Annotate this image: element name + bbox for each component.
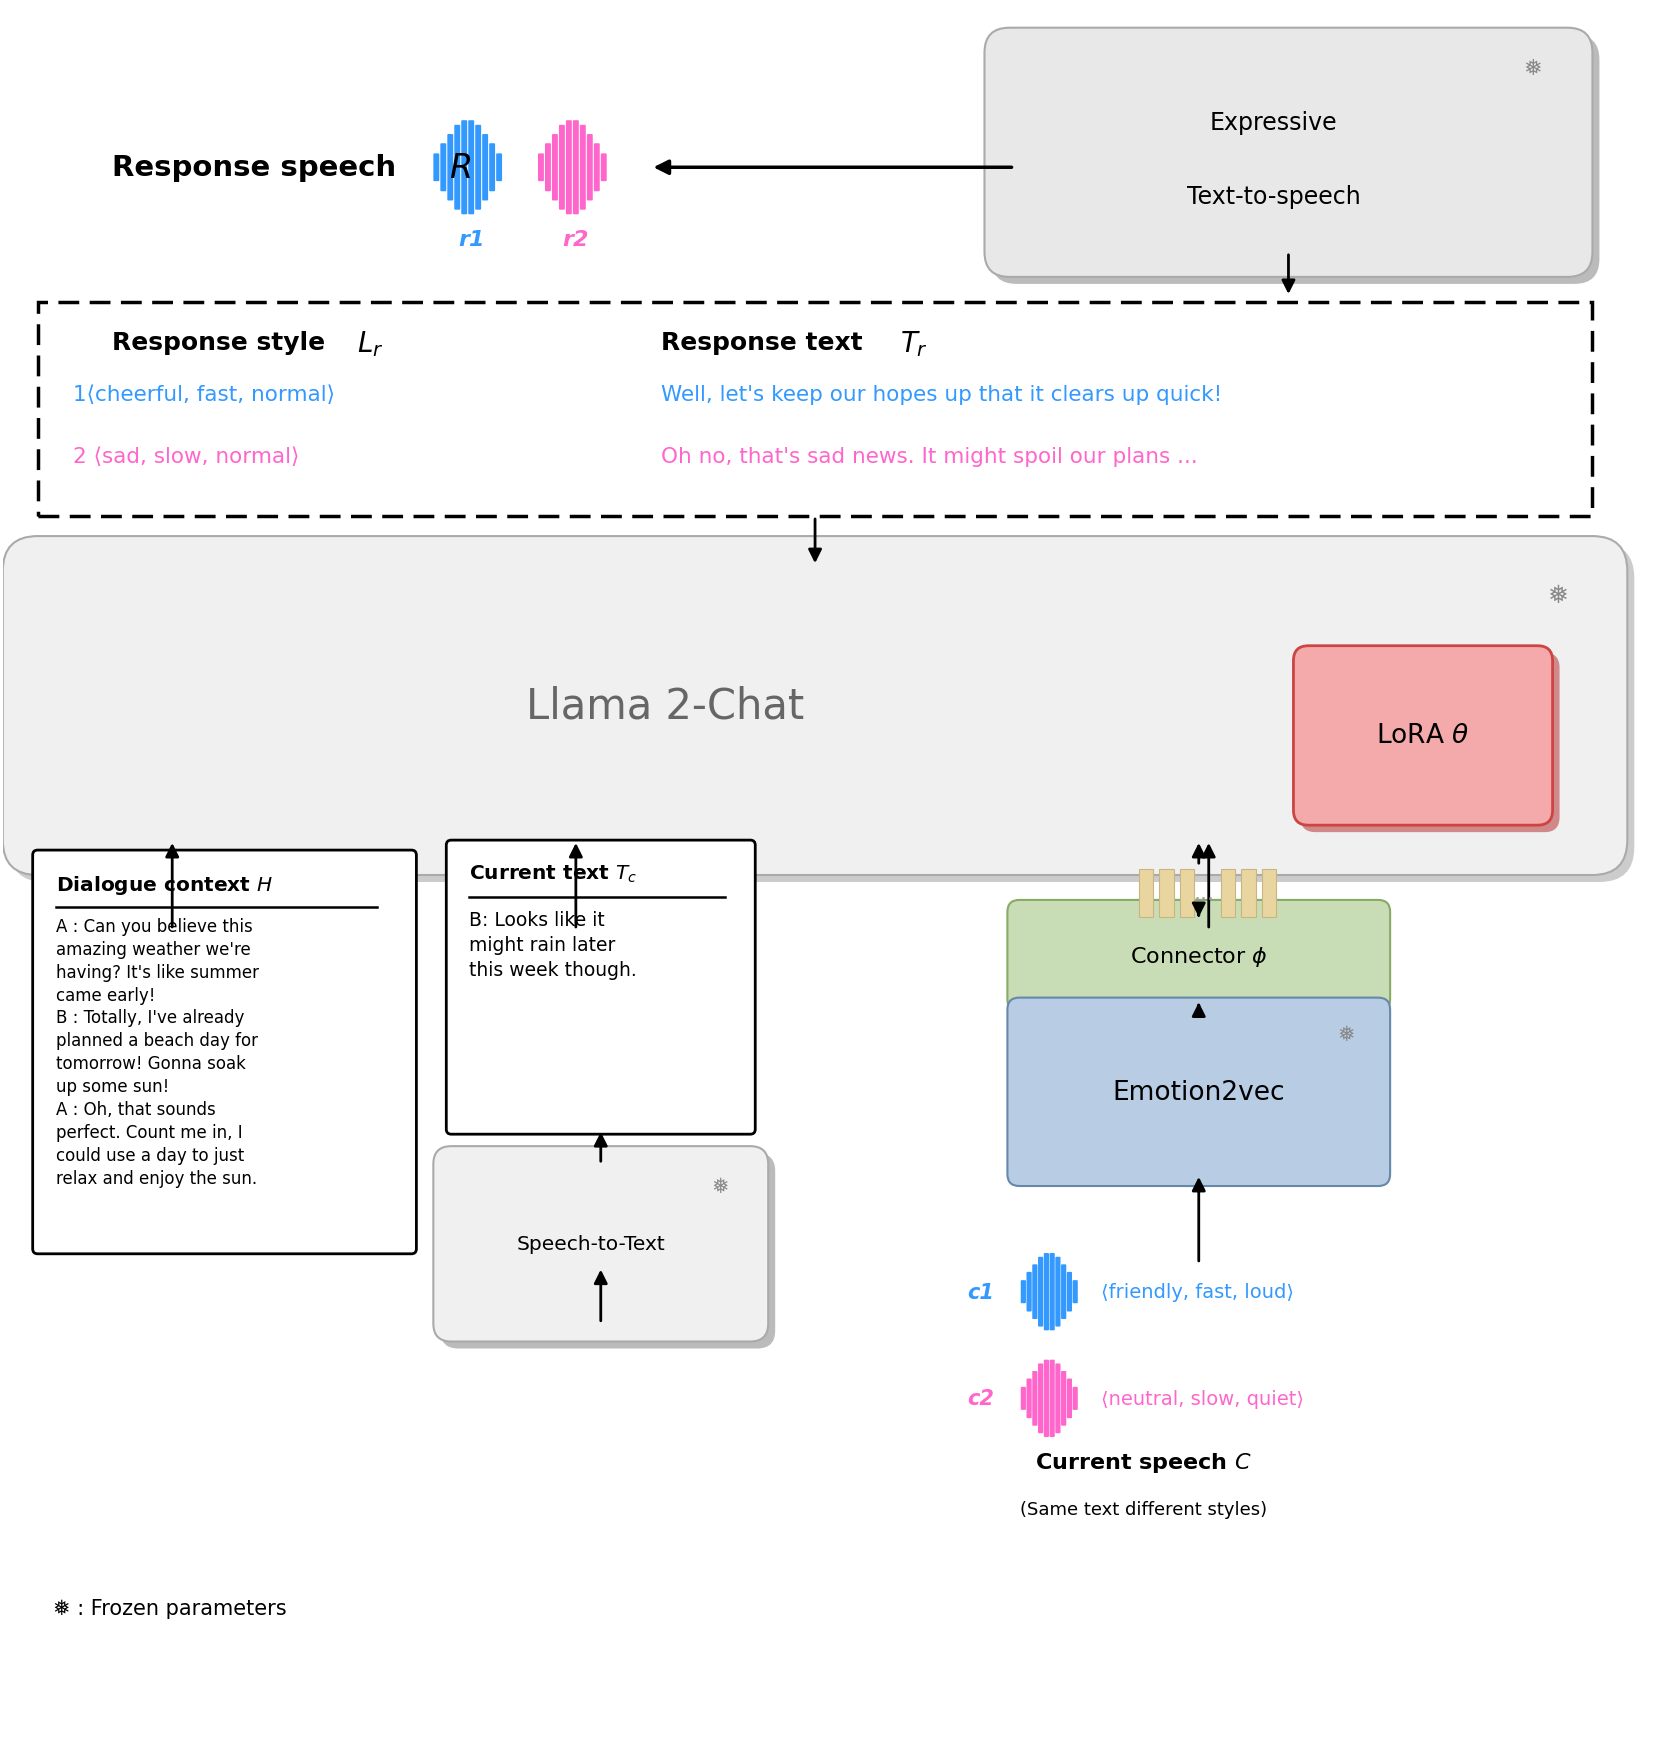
FancyBboxPatch shape bbox=[601, 154, 606, 183]
Text: ❅: ❅ bbox=[1337, 1023, 1355, 1044]
Text: ❅ : Frozen parameters: ❅ : Frozen parameters bbox=[53, 1597, 286, 1618]
FancyBboxPatch shape bbox=[1022, 1386, 1026, 1409]
FancyBboxPatch shape bbox=[490, 144, 495, 191]
Text: Response style: Response style bbox=[113, 330, 334, 355]
FancyBboxPatch shape bbox=[1055, 1364, 1060, 1434]
FancyBboxPatch shape bbox=[482, 135, 488, 202]
Text: Emotion2vec: Emotion2vec bbox=[1113, 1079, 1286, 1106]
Text: c2: c2 bbox=[968, 1388, 995, 1409]
FancyBboxPatch shape bbox=[1179, 869, 1194, 918]
FancyBboxPatch shape bbox=[1050, 1253, 1055, 1330]
Text: ❅: ❅ bbox=[1523, 58, 1541, 79]
FancyBboxPatch shape bbox=[447, 135, 453, 202]
FancyBboxPatch shape bbox=[1073, 1281, 1078, 1304]
FancyBboxPatch shape bbox=[580, 126, 586, 211]
FancyBboxPatch shape bbox=[545, 144, 551, 191]
Text: Speech-to-Text: Speech-to-Text bbox=[517, 1234, 664, 1253]
Text: Current text $\mathit{T_c}$: Current text $\mathit{T_c}$ bbox=[468, 863, 638, 885]
Text: r1: r1 bbox=[458, 230, 485, 249]
FancyBboxPatch shape bbox=[1038, 1257, 1043, 1327]
Text: 1⟨cheerful, fast, normal⟩: 1⟨cheerful, fast, normal⟩ bbox=[73, 384, 334, 404]
FancyBboxPatch shape bbox=[573, 121, 578, 216]
FancyBboxPatch shape bbox=[1301, 653, 1560, 832]
Text: ⟨neutral, slow, quiet⟩: ⟨neutral, slow, quiet⟩ bbox=[1101, 1388, 1304, 1408]
FancyBboxPatch shape bbox=[1055, 1257, 1060, 1327]
Text: Text-to-speech: Text-to-speech bbox=[1186, 184, 1360, 209]
Text: r2: r2 bbox=[563, 230, 590, 249]
FancyBboxPatch shape bbox=[1159, 869, 1174, 918]
FancyBboxPatch shape bbox=[1061, 1371, 1066, 1425]
Text: Response speech: Response speech bbox=[113, 154, 407, 183]
FancyBboxPatch shape bbox=[455, 126, 460, 211]
FancyBboxPatch shape bbox=[566, 121, 571, 216]
FancyBboxPatch shape bbox=[1073, 1386, 1078, 1409]
FancyBboxPatch shape bbox=[985, 28, 1593, 277]
FancyBboxPatch shape bbox=[1262, 869, 1276, 918]
FancyBboxPatch shape bbox=[497, 154, 502, 183]
FancyBboxPatch shape bbox=[33, 851, 417, 1255]
Text: Expressive: Expressive bbox=[1209, 111, 1337, 135]
FancyBboxPatch shape bbox=[1008, 900, 1390, 1013]
Text: Dialogue context $\mathit{H}$: Dialogue context $\mathit{H}$ bbox=[55, 874, 272, 897]
FancyBboxPatch shape bbox=[1008, 999, 1390, 1186]
FancyBboxPatch shape bbox=[10, 544, 1634, 883]
FancyBboxPatch shape bbox=[1241, 869, 1256, 918]
Text: LoRA $\theta$: LoRA $\theta$ bbox=[1377, 723, 1470, 749]
FancyBboxPatch shape bbox=[1061, 1265, 1066, 1320]
FancyBboxPatch shape bbox=[468, 121, 473, 216]
FancyBboxPatch shape bbox=[538, 154, 543, 183]
FancyBboxPatch shape bbox=[462, 121, 467, 216]
FancyBboxPatch shape bbox=[1038, 1364, 1043, 1434]
Text: Llama 2-Chat: Llama 2-Chat bbox=[527, 684, 804, 727]
Text: B: Looks like it
might rain later
this week though.: B: Looks like it might rain later this w… bbox=[468, 911, 636, 979]
Text: (Same text different styles): (Same text different styles) bbox=[1020, 1501, 1267, 1518]
Text: Oh no, that's sad news. It might spoil our plans ...: Oh no, that's sad news. It might spoil o… bbox=[661, 448, 1198, 467]
FancyBboxPatch shape bbox=[1066, 1379, 1071, 1418]
FancyBboxPatch shape bbox=[1294, 646, 1553, 825]
FancyBboxPatch shape bbox=[475, 126, 482, 211]
FancyBboxPatch shape bbox=[1031, 1265, 1038, 1320]
Text: Connector $\phi$: Connector $\phi$ bbox=[1129, 944, 1267, 969]
Text: ⟨friendly, fast, loud⟩: ⟨friendly, fast, loud⟩ bbox=[1101, 1283, 1294, 1302]
FancyBboxPatch shape bbox=[551, 135, 558, 202]
Text: ...: ... bbox=[1193, 883, 1214, 904]
FancyBboxPatch shape bbox=[1066, 1272, 1071, 1311]
Text: ❅: ❅ bbox=[1546, 584, 1568, 607]
Text: ❅: ❅ bbox=[711, 1176, 729, 1197]
Text: Response text: Response text bbox=[661, 330, 870, 355]
FancyBboxPatch shape bbox=[1022, 1281, 1026, 1304]
FancyBboxPatch shape bbox=[434, 154, 439, 183]
FancyBboxPatch shape bbox=[1139, 869, 1153, 918]
FancyBboxPatch shape bbox=[440, 144, 447, 191]
FancyBboxPatch shape bbox=[440, 1153, 776, 1350]
FancyBboxPatch shape bbox=[1043, 1253, 1050, 1330]
Text: $\mathit{R}$: $\mathit{R}$ bbox=[448, 151, 472, 184]
FancyBboxPatch shape bbox=[595, 144, 600, 191]
Text: A : Can you believe this
amazing weather we're
having? It's like summer
came ear: A : Can you believe this amazing weather… bbox=[55, 918, 259, 1186]
FancyBboxPatch shape bbox=[3, 537, 1628, 876]
Text: $\mathit{T_r}$: $\mathit{T_r}$ bbox=[900, 328, 928, 358]
FancyBboxPatch shape bbox=[992, 35, 1600, 284]
FancyBboxPatch shape bbox=[586, 135, 593, 202]
FancyBboxPatch shape bbox=[1221, 869, 1236, 918]
FancyBboxPatch shape bbox=[560, 126, 565, 211]
FancyBboxPatch shape bbox=[1026, 1379, 1031, 1418]
FancyBboxPatch shape bbox=[1026, 1272, 1031, 1311]
Text: 2 ⟨sad, slow, normal⟩: 2 ⟨sad, slow, normal⟩ bbox=[73, 448, 299, 467]
FancyBboxPatch shape bbox=[447, 841, 756, 1134]
Text: c1: c1 bbox=[968, 1281, 995, 1302]
Bar bbox=[38, 302, 1593, 518]
Text: Well, let's keep our hopes up that it clears up quick!: Well, let's keep our hopes up that it cl… bbox=[661, 384, 1222, 404]
FancyBboxPatch shape bbox=[1031, 1371, 1038, 1425]
FancyBboxPatch shape bbox=[1043, 1360, 1050, 1437]
Text: Current speech $\mathit{C}$: Current speech $\mathit{C}$ bbox=[1035, 1450, 1252, 1474]
FancyBboxPatch shape bbox=[434, 1146, 767, 1343]
Text: $\mathit{L_r}$: $\mathit{L_r}$ bbox=[357, 328, 384, 358]
FancyBboxPatch shape bbox=[1050, 1360, 1055, 1437]
